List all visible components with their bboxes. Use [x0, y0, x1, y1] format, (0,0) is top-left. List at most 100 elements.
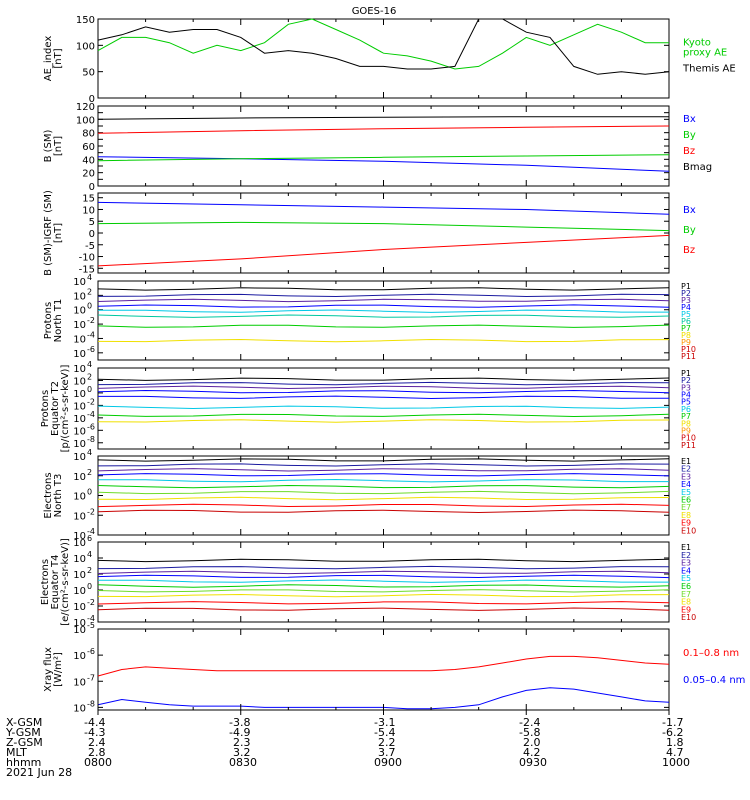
orbit-col-2-hhmm: 0900 — [374, 756, 402, 769]
orbit-col-4-hhmm: 1000 — [662, 756, 690, 769]
channel-p6 — [97, 314, 670, 318]
legend-channel-e4: E4 — [681, 566, 691, 575]
y-tick-label: 10 — [73, 618, 86, 629]
orbit-col-3-z: 2.0 — [523, 736, 541, 749]
y-tick-label: 10 — [73, 586, 86, 597]
y-axis-label: AE_index — [43, 36, 54, 82]
y-tick-label: 10 — [73, 277, 86, 288]
y-axis-label: Equator T2 — [50, 381, 61, 436]
y-axis-label: [W/m²] — [53, 652, 64, 687]
legend-channel-e8: E8 — [681, 598, 691, 607]
legend-channel-e8: E8 — [681, 511, 691, 520]
legend-channel-e6: E6 — [681, 496, 691, 505]
orbit-label-hhmm: hhmm — [6, 756, 42, 769]
y-tick-label: 10 — [73, 401, 86, 412]
orbit-col-2-z: 2.2 — [378, 736, 396, 749]
y-tick-label: 10 — [73, 651, 86, 662]
y-tick-exponent: -4 — [87, 410, 95, 419]
legend-channel-p7: P7 — [681, 412, 691, 421]
series-bmag — [97, 116, 669, 120]
legend-channel-p9: P9 — [681, 338, 691, 347]
channel-e7 — [97, 589, 670, 593]
y-tick-exponent: -8 — [87, 435, 95, 444]
y-tick-label: -10 — [79, 253, 95, 264]
y-tick-label: 120 — [76, 102, 95, 113]
orbit-col-3-x: -2.4 — [519, 716, 541, 729]
legend-channel-e4: E4 — [681, 480, 691, 489]
legend-0-1-0-8-nm: 0.1–0.8 nm — [683, 648, 739, 659]
orbit-col-4-x: -1.7 — [662, 716, 684, 729]
legend-channel-e10: E10 — [681, 526, 696, 535]
y-tick-label: 10 — [73, 414, 86, 425]
orbit-col-3-y: -5.8 — [519, 726, 541, 739]
channel-e10 — [97, 509, 670, 514]
channel-e4 — [97, 574, 670, 579]
y-axis-label: North T1 — [53, 299, 64, 343]
y-tick-label: 0 — [89, 94, 95, 105]
orbit-col-1-x: -3.8 — [229, 716, 251, 729]
y-tick-exponent: 4 — [87, 550, 92, 559]
orbit-col-4-z: 1.8 — [666, 736, 684, 749]
y-tick-label: 10 — [73, 334, 86, 345]
legend-channel-p5: P5 — [681, 398, 691, 407]
channel-p4 — [97, 304, 670, 308]
legend-themis-ae: Themis AE — [682, 64, 736, 75]
orbit-col-1-mlt: 3.2 — [233, 746, 251, 759]
legend-channel-p1: P1 — [681, 369, 691, 378]
orbit-col-2-x: -3.1 — [374, 716, 396, 729]
channel-p6 — [97, 405, 670, 410]
y-tick-exponent: 0 — [87, 582, 92, 591]
y-tick-label: 10 — [73, 625, 86, 636]
y-axis-label: [nT] — [53, 48, 64, 68]
legend-channel-p10: P10 — [681, 434, 696, 443]
y-tick-exponent: 4 — [87, 448, 92, 457]
y-tick-exponent: -4 — [87, 614, 95, 623]
y-axis-label: [nT] — [53, 223, 64, 243]
y-tick-label: 10 — [73, 452, 86, 463]
legend-channel-p8: P8 — [681, 419, 691, 428]
y-tick-label: 10 — [73, 439, 86, 450]
channel-p2 — [97, 293, 670, 298]
y-tick-label: 0 — [89, 229, 95, 240]
y-tick-label: 10 — [73, 554, 86, 565]
y-tick-label: 10 — [73, 538, 86, 549]
y-tick-exponent: -6 — [87, 345, 95, 354]
legend-kyoto-proxy-ae: proxy AE — [683, 47, 727, 58]
legend-channel-p10: P10 — [681, 345, 696, 354]
y-axis-label: Electrons — [40, 559, 51, 605]
legend-bz: Bz — [683, 245, 695, 256]
orbit-col-2-y: -5.4 — [374, 726, 396, 739]
y-tick-label: -5 — [85, 241, 95, 252]
time-axis — [97, 710, 670, 715]
y-tick-exponent: -2 — [87, 316, 95, 325]
y-tick-label: 10 — [73, 426, 86, 437]
y-tick-label: 10 — [73, 472, 86, 483]
y-tick-label: 10 — [73, 364, 86, 375]
legend-channel-p11: P11 — [681, 352, 696, 361]
orbit-col-3-mlt: 4.2 — [523, 746, 541, 759]
y-tick-label: 10 — [82, 205, 95, 216]
y-tick-label: 10 — [73, 602, 86, 613]
channel-p7 — [97, 324, 670, 328]
y-tick-exponent: 2 — [87, 287, 92, 296]
y-tick-label: 100 — [76, 41, 95, 52]
legend-channel-e5: E5 — [681, 574, 691, 583]
orbit-col-2-mlt: 3.7 — [378, 746, 396, 759]
y-tick-label: 10 — [73, 389, 86, 400]
y-tick-label: 80 — [82, 129, 95, 140]
legend-channel-e1: E1 — [681, 457, 691, 466]
y-tick-exponent: 2 — [87, 468, 92, 477]
orbit-col-3-hhmm: 0930 — [519, 756, 547, 769]
y-tick-exponent: 0 — [87, 488, 92, 497]
orbit-label-y: Y-GSM — [6, 726, 41, 739]
channel-p5 — [98, 395, 669, 400]
y-axis-label: [nT] — [53, 136, 64, 156]
channel-p1 — [97, 287, 670, 291]
y-tick-exponent: -7 — [87, 673, 95, 682]
panel-frame — [97, 280, 670, 361]
legend-channel-p4: P4 — [681, 391, 691, 400]
channel-e9 — [97, 503, 670, 508]
channel-e8 — [97, 496, 670, 501]
orbit-col-1-hhmm: 0830 — [229, 756, 257, 769]
